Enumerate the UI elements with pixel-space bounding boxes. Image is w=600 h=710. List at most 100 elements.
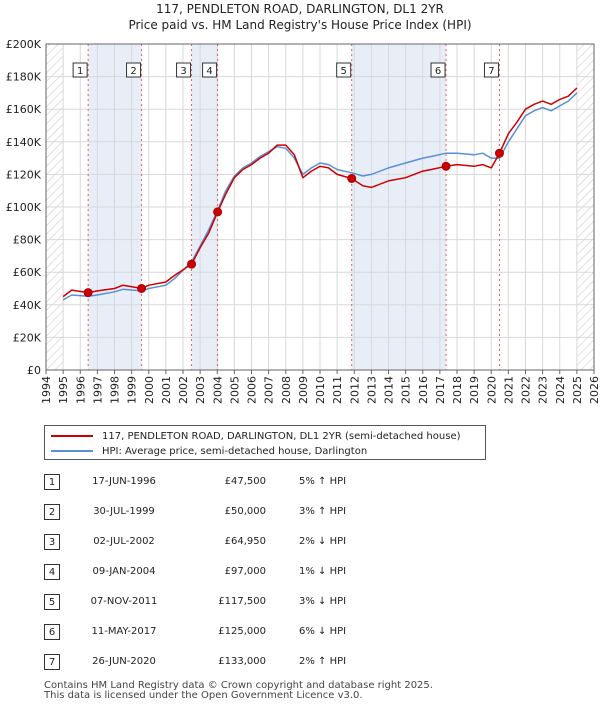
- sale-date: 26-JUN-2020: [92, 656, 156, 667]
- x-tick-label: 1999: [126, 376, 139, 404]
- x-tick-label: 1996: [74, 376, 87, 404]
- x-tick-label: 1998: [109, 376, 122, 404]
- legend-swatch-hpi: [51, 450, 93, 452]
- sale-hpi-diff: 1% ↓ HPI: [299, 566, 347, 577]
- sale-price: £125,000: [218, 626, 266, 637]
- table-row: 6 11-MAY-2017 £125,000 6% ↓ HPI: [44, 624, 444, 642]
- sale-date: 09-JAN-2004: [92, 566, 156, 577]
- sale-label-box: [336, 62, 352, 78]
- sale-label-box: [72, 62, 88, 78]
- x-tick-label: 2017: [434, 376, 447, 404]
- table-row: 7 26-JUN-2020 £133,000 2% ↑ HPI: [44, 654, 444, 672]
- sale-number: 5: [44, 594, 60, 610]
- sale-label-text: 2: [130, 66, 136, 77]
- legend: 117, PENDLETON ROAD, DARLINGTON, DL1 2YR…: [44, 425, 486, 460]
- y-tick-label: £200K: [6, 38, 42, 51]
- x-tick-label: 2018: [451, 376, 464, 404]
- table-row: 3 02-JUL-2002 £64,950 2% ↓ HPI: [44, 534, 444, 552]
- sale-price: £117,500: [218, 596, 266, 607]
- footer-licence: This data is licensed under the Open Gov…: [44, 690, 363, 701]
- y-tick-label: £80K: [13, 234, 42, 247]
- legend-item-property: 117, PENDLETON ROAD, DARLINGTON, DL1 2YR…: [51, 429, 461, 443]
- y-tick-label: £160K: [6, 103, 42, 116]
- sale-label-text: 3: [180, 66, 186, 77]
- x-tick-label: 2026: [588, 376, 600, 404]
- sale-label-box: [126, 62, 142, 78]
- sale-point: [347, 173, 357, 183]
- sale-price: £47,500: [224, 476, 266, 487]
- y-tick-label: £60K: [13, 266, 42, 279]
- y-tick-label: £0: [27, 364, 41, 377]
- legend-item-hpi: HPI: Average price, semi-detached house,…: [51, 444, 367, 458]
- sale-point: [213, 207, 223, 217]
- x-tick-label: 2019: [468, 376, 481, 404]
- x-tick-label: 2016: [417, 376, 430, 404]
- y-tick-label: £100K: [6, 201, 42, 214]
- sale-label-text: 7: [488, 66, 494, 77]
- legend-label-hpi: HPI: Average price, semi-detached house,…: [102, 445, 368, 457]
- sale-date: 30-JUL-1999: [93, 506, 155, 517]
- sale-label-box: [176, 62, 192, 78]
- legend-swatch-property: [51, 435, 93, 437]
- sale-date: 11-MAY-2017: [91, 626, 157, 637]
- x-tick-label: 2020: [485, 376, 498, 404]
- sale-hpi-diff: 3% ↑ HPI: [299, 506, 347, 517]
- sale-price: £50,000: [224, 506, 266, 517]
- sale-point: [494, 148, 504, 158]
- table-row: 2 30-JUL-1999 £50,000 3% ↑ HPI: [44, 504, 444, 522]
- x-tick-label: 2024: [554, 376, 567, 404]
- x-tick-label: 2006: [246, 376, 259, 404]
- sale-number: 2: [44, 504, 60, 520]
- footer: Contains HM Land Registry data © Crown c…: [44, 681, 433, 701]
- x-tick-label: 2000: [143, 376, 156, 404]
- sale-hpi-diff: 2% ↑ HPI: [299, 656, 347, 667]
- sale-point: [441, 161, 451, 171]
- sale-number: 1: [44, 474, 60, 490]
- table-row: 1 17-JUN-1996 £47,500 5% ↑ HPI: [44, 474, 444, 492]
- sale-label-box: [202, 62, 218, 78]
- sale-number: 6: [44, 624, 60, 640]
- x-tick-label: 2014: [383, 376, 396, 404]
- series-line: [62, 92, 578, 301]
- sale-number: 7: [44, 654, 60, 670]
- x-tick-label: 1994: [40, 376, 53, 404]
- sale-label-box: [483, 62, 499, 78]
- sale-number: 4: [44, 564, 60, 580]
- sale-price: £64,950: [224, 536, 266, 547]
- x-tick-label: 2023: [537, 376, 550, 404]
- x-tick-label: 2009: [297, 376, 310, 404]
- sale-hpi-diff: 3% ↓ HPI: [299, 596, 347, 607]
- x-tick-label: 2010: [314, 376, 327, 404]
- y-tick-label: £180K: [6, 71, 42, 84]
- x-tick-label: 2005: [228, 376, 241, 404]
- price-chart: 1 2 3 4 5 6 7 £0 £20K £40K £60K £80K £100K £120K £140K…: [6, 38, 600, 404]
- x-tick-label: 2022: [520, 376, 533, 404]
- x-tick-label: 1995: [57, 376, 70, 404]
- sale-label-text: 1: [77, 66, 83, 77]
- sale-date: 07-NOV-2011: [90, 596, 158, 607]
- x-tick-label: 2003: [194, 376, 207, 404]
- x-tick-label: 2002: [177, 376, 190, 404]
- footer-copyright: Contains HM Land Registry data © Crown c…: [44, 680, 433, 691]
- sale-hpi-diff: 2% ↓ HPI: [299, 536, 347, 547]
- sale-date: 02-JUL-2002: [93, 536, 155, 547]
- y-tick-label: £140K: [6, 136, 42, 149]
- x-tick-label: 2007: [263, 376, 276, 404]
- x-tick-label: 2001: [160, 376, 173, 404]
- sale-label-text: 4: [206, 66, 212, 77]
- x-tick-label: 2013: [365, 376, 378, 404]
- table-row: 5 07-NOV-2011 £117,500 3% ↓ HPI: [44, 594, 444, 612]
- y-tick-label: £20K: [13, 331, 42, 344]
- sale-date: 17-JUN-1996: [92, 476, 156, 487]
- legend-label-property: 117, PENDLETON ROAD, DARLINGTON, DL1 2YR…: [102, 430, 461, 442]
- x-tick-label: 2008: [280, 376, 293, 404]
- x-tick-label: 2021: [502, 376, 515, 404]
- x-tick-label: 1997: [91, 376, 104, 404]
- chart-subtitle: Price paid vs. HM Land Registry's House …: [128, 18, 472, 32]
- sale-point: [137, 284, 147, 293]
- sale-price: £97,000: [224, 566, 266, 577]
- x-tick-label: 2004: [211, 376, 224, 404]
- sale-price: £133,000: [218, 656, 266, 667]
- sale-label-text: 5: [340, 66, 346, 77]
- x-tick-label: 2012: [348, 376, 361, 404]
